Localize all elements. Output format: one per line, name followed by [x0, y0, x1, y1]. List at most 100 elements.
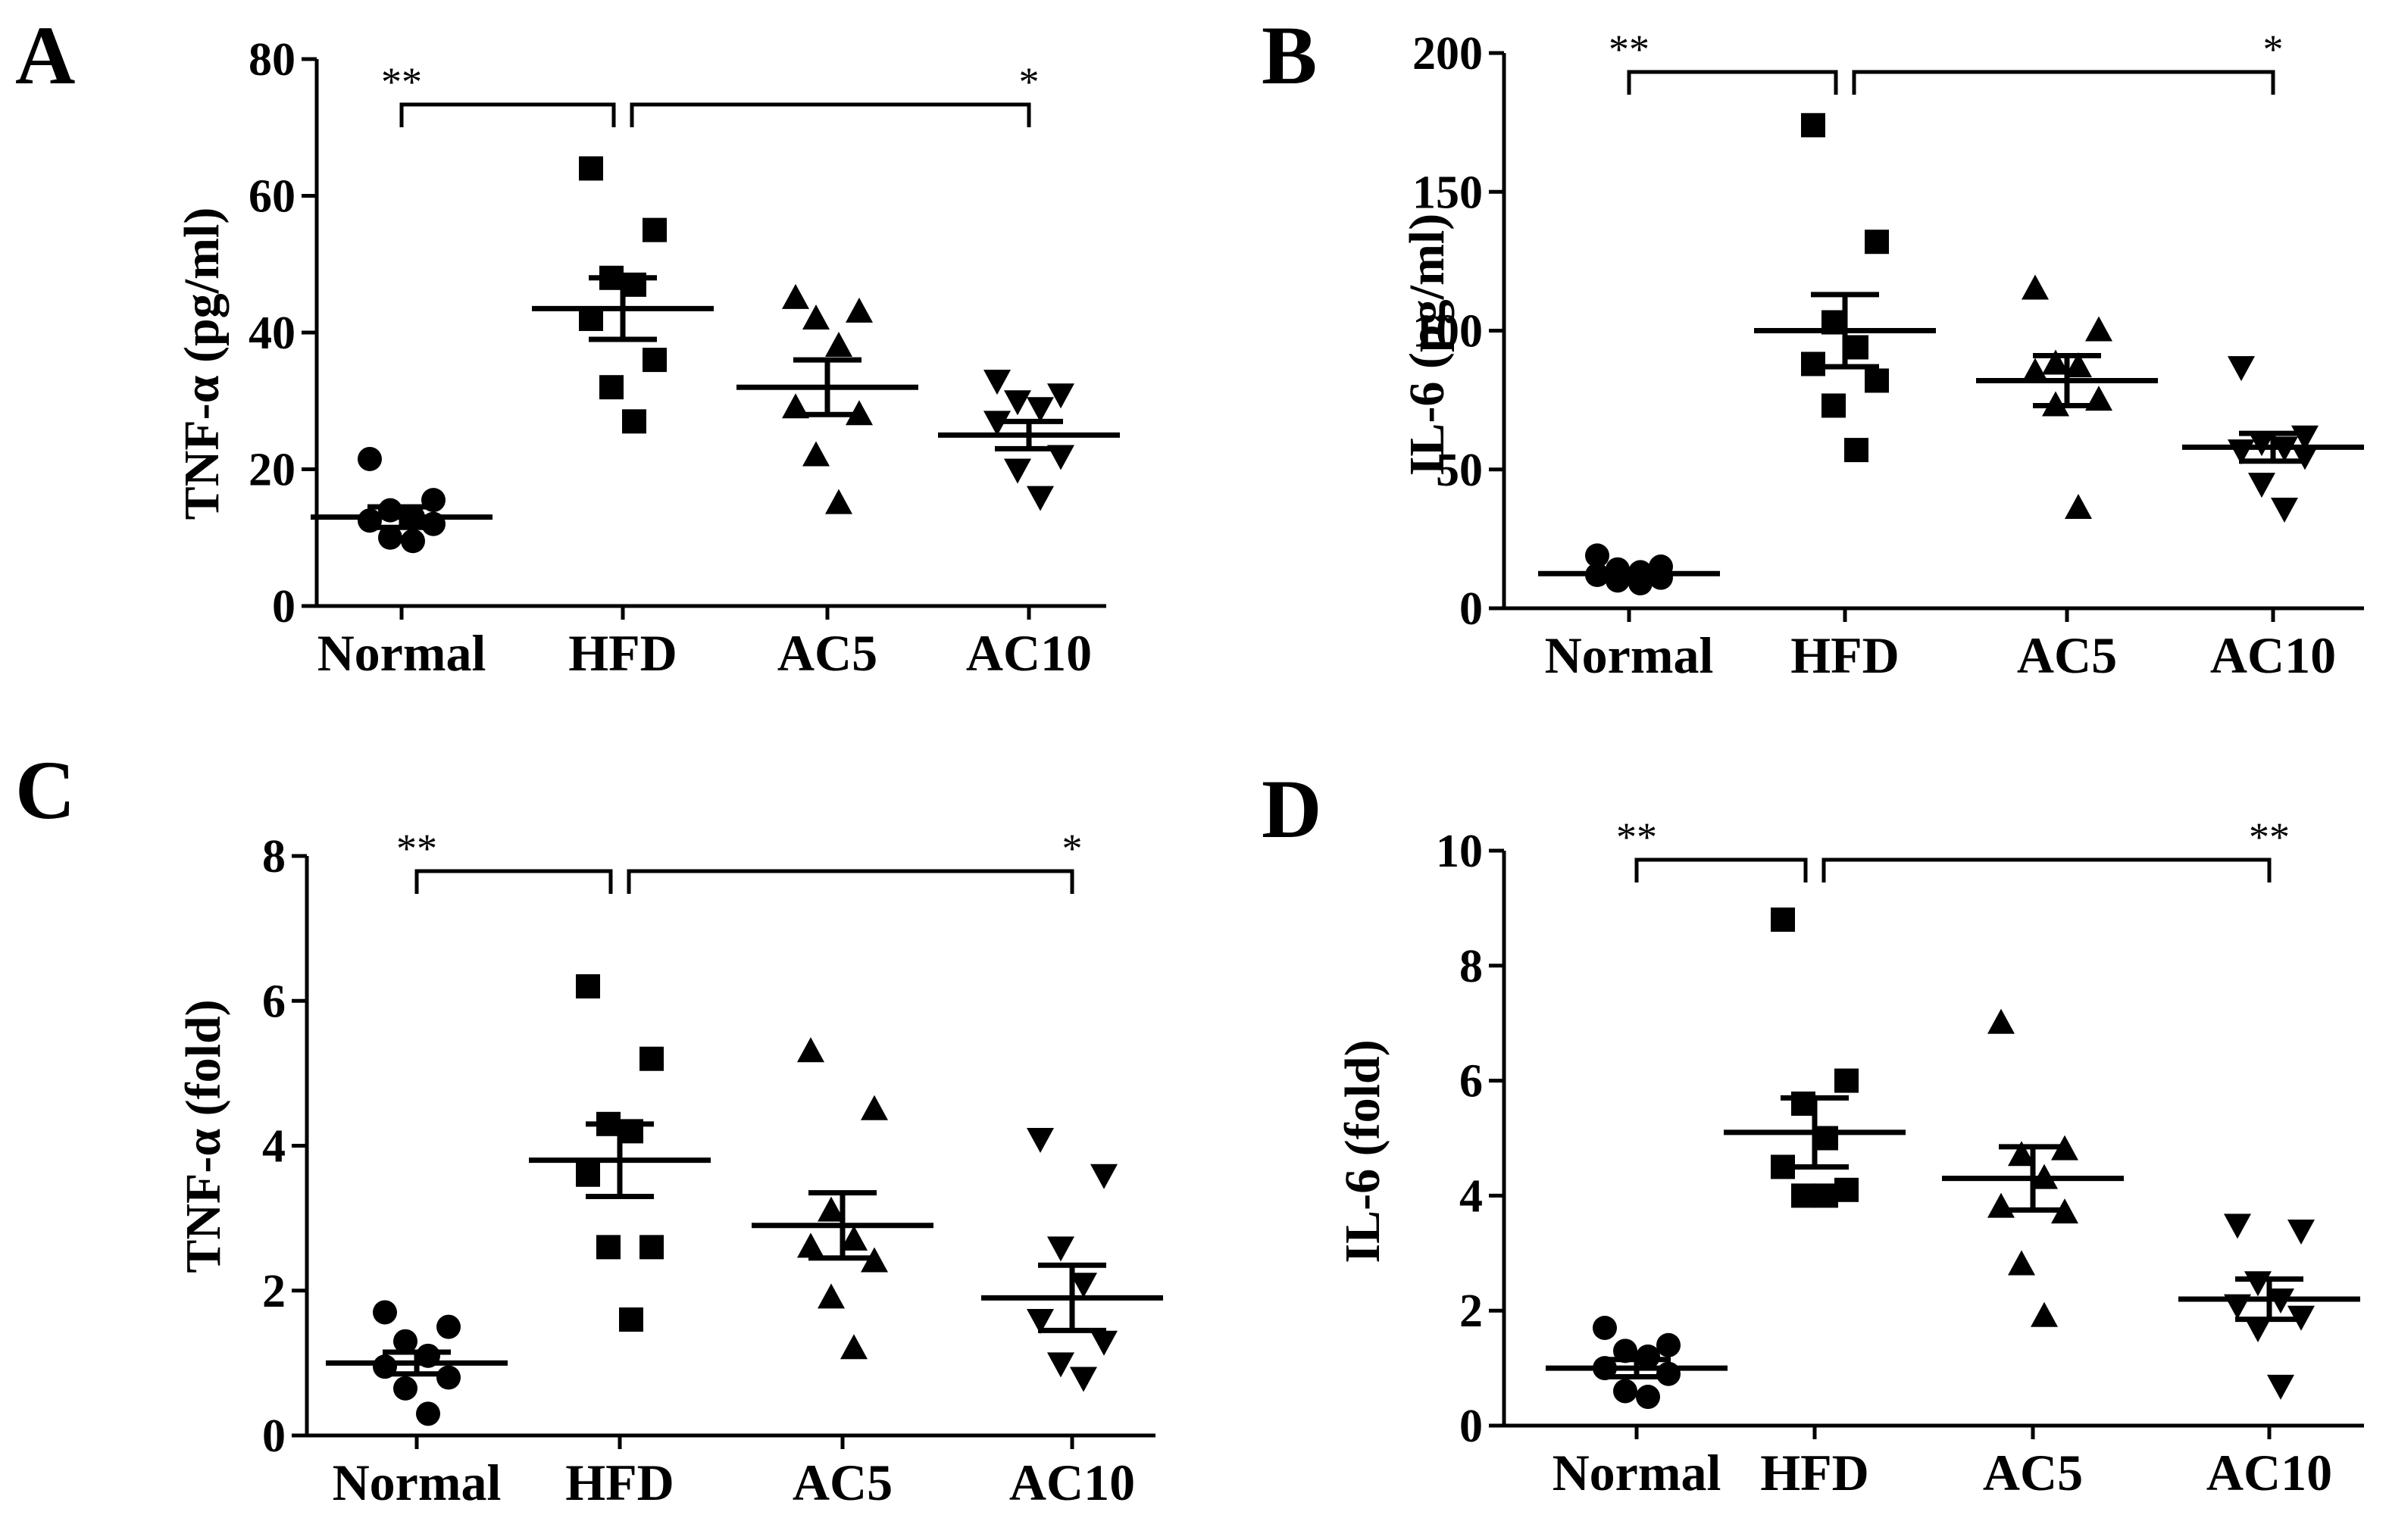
data-point — [818, 1283, 845, 1309]
data-point — [1047, 383, 1074, 409]
data-point — [643, 217, 667, 242]
data-point — [861, 1095, 888, 1120]
data-point — [1027, 486, 1054, 511]
data-point — [1987, 1192, 2015, 1218]
x-tick-label: AC10 — [2210, 626, 2336, 684]
x-tick-label: AC10 — [1009, 1454, 1135, 1511]
y-tick-label: 100 — [1412, 306, 1483, 358]
significance-label: ** — [1616, 814, 1657, 860]
significance-label: * — [2263, 27, 2284, 72]
data-point — [579, 156, 603, 181]
data-point — [2065, 494, 2092, 520]
data-point — [2224, 1214, 2251, 1239]
panel-letter: C — [15, 744, 75, 836]
significance-label: ** — [381, 59, 422, 105]
significance-bracket — [1821, 857, 2272, 882]
data-point — [401, 529, 425, 554]
x-tick-label: HFD — [568, 624, 677, 682]
data-point — [2042, 349, 2069, 375]
significance-bracket — [1852, 70, 2275, 95]
y-tick-label: 2 — [262, 1266, 286, 1317]
data-point — [802, 441, 830, 467]
data-point — [2244, 1317, 2272, 1342]
data-point — [1027, 1127, 1054, 1153]
data-point — [643, 348, 667, 373]
x-tick-label: AC5 — [1983, 1444, 2083, 1501]
y-tick-label: 60 — [249, 171, 295, 223]
x-tick-label: HFD — [1760, 1444, 1869, 1501]
data-point — [2008, 1250, 2035, 1276]
significance-label: * — [1019, 59, 1040, 105]
data-point — [619, 1307, 643, 1332]
y-tick-label: 0 — [1459, 1401, 1483, 1452]
data-point — [1821, 393, 1846, 418]
data-point — [2267, 1374, 2294, 1400]
data-point — [639, 1046, 664, 1071]
data-point — [825, 489, 852, 514]
y-tick-label: 0 — [1459, 583, 1483, 635]
data-point — [983, 370, 1011, 395]
significance-bracket — [630, 102, 1031, 127]
data-point — [1070, 1367, 1097, 1392]
data-point — [599, 375, 624, 400]
plot-area: 0 2 4 6 8 10 Normal HFD AC5 AC10 ** ** — [1436, 814, 2364, 1501]
y-tick-label: 0 — [262, 1410, 286, 1462]
data-point — [1585, 543, 1609, 568]
data-point — [576, 974, 600, 999]
y-tick-label: 8 — [1459, 941, 1483, 992]
y-tick-label: 4 — [1459, 1170, 1483, 1222]
data-point — [1834, 1068, 1859, 1093]
panel-d: D IL-6 (fold) 0 2 4 6 8 10 Normal HFD AC5 AC10 ** *… — [1262, 763, 2364, 1501]
data-point — [840, 1334, 868, 1360]
y-tick-label: 8 — [262, 831, 286, 882]
data-point — [1070, 1273, 1097, 1298]
data-point — [1865, 230, 1889, 255]
data-point — [1636, 1385, 1660, 1410]
y-tick-label: 2 — [1459, 1285, 1483, 1337]
data-point — [1004, 390, 1031, 416]
data-point — [358, 446, 382, 471]
x-tick-label: Normal — [333, 1454, 502, 1511]
data-point — [1814, 1183, 1838, 1208]
y-axis-title: IL-6 (pg/ml) — [1399, 214, 1455, 476]
data-point — [1027, 1309, 1054, 1334]
y-tick-label: 50 — [1436, 445, 1483, 496]
panel-b: B IL-6 (pg/ml) 0 50 100 150 200 Normal HFD AC5 A… — [1262, 9, 2364, 684]
data-point — [1027, 397, 1054, 423]
panel-letter: D — [1262, 763, 1321, 855]
y-tick-label: 10 — [1436, 826, 1483, 877]
data-point — [1656, 1361, 1681, 1386]
x-tick-label: AC10 — [2206, 1444, 2332, 1501]
significance-bracket — [414, 869, 613, 894]
data-point — [797, 1232, 824, 1258]
y-tick-label: 80 — [249, 34, 295, 86]
data-point — [1865, 368, 1889, 393]
panel-letter: A — [15, 9, 75, 102]
data-point — [2271, 498, 2298, 523]
data-point — [1844, 438, 1868, 463]
data-point — [436, 1314, 461, 1339]
data-point — [436, 1365, 461, 1390]
y-axis-title: TNF-α (fold) — [176, 999, 231, 1273]
y-tick-label: 150 — [1412, 167, 1483, 218]
data-point — [416, 1401, 440, 1426]
data-point — [2228, 356, 2255, 382]
data-point — [818, 1196, 845, 1222]
data-point — [802, 304, 830, 330]
significance-bracket — [1627, 70, 1838, 95]
x-tick-label: AC5 — [2017, 626, 2117, 684]
data-point — [2022, 358, 2049, 383]
significance-label: ** — [396, 826, 437, 871]
panel-letter: B — [1262, 9, 1317, 102]
y-axis-title: IL-6 (fold) — [1335, 1039, 1390, 1263]
x-tick-label: HFD — [565, 1454, 674, 1511]
data-point — [846, 297, 873, 323]
data-point — [2022, 274, 2049, 300]
data-point — [2031, 1301, 2058, 1327]
y-axis-title: TNF-α (pg/ml) — [174, 208, 230, 520]
data-point — [1090, 1330, 1118, 1356]
